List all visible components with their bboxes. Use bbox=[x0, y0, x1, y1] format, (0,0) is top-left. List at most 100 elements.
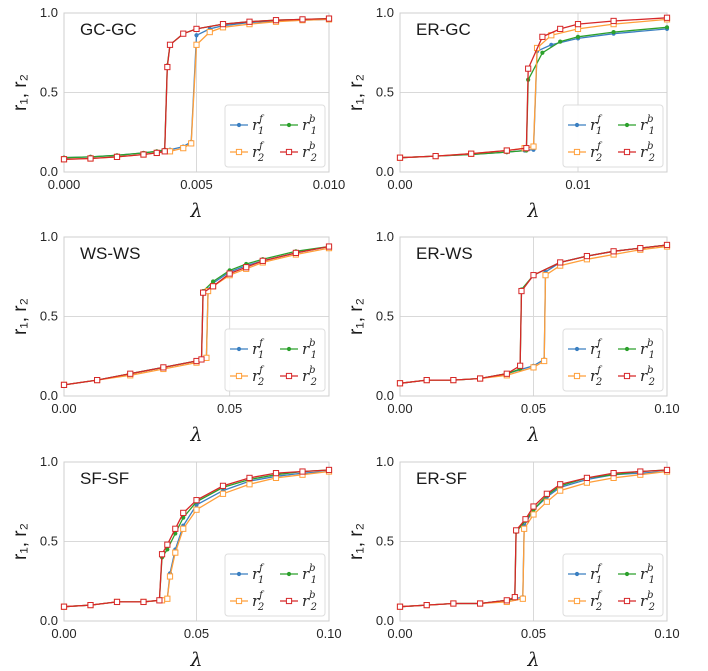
x-tick-label: 0.00 bbox=[51, 626, 76, 641]
data-point bbox=[517, 362, 524, 369]
legend-box bbox=[224, 553, 326, 617]
y-tick-label: 1.0 bbox=[376, 5, 394, 20]
data-point bbox=[523, 145, 530, 152]
data-point bbox=[180, 30, 187, 37]
series-r2b bbox=[60, 15, 333, 163]
legend-marker bbox=[574, 571, 580, 577]
panel-title: ER-WS bbox=[416, 244, 473, 263]
data-point bbox=[193, 41, 200, 48]
data-point bbox=[530, 364, 537, 371]
legend-entry-r2f: rf 2 bbox=[568, 365, 603, 388]
y-tick-label: 1.0 bbox=[376, 454, 394, 469]
y-tick-label: 0.0 bbox=[376, 388, 394, 403]
series-r2b bbox=[396, 241, 671, 387]
data-point bbox=[165, 547, 170, 552]
legend-entry-r1f: rf 1 bbox=[230, 563, 265, 586]
data-point bbox=[663, 466, 671, 474]
data-point bbox=[194, 33, 199, 38]
legend: rf 1 rb 1 rf 2 rb 2 bbox=[224, 553, 326, 617]
x-tick-label: 0.00 bbox=[387, 177, 412, 192]
legend-label: rb 1 bbox=[302, 338, 317, 361]
legend-entry-r2b: rb 2 bbox=[280, 590, 317, 613]
legend-marker bbox=[285, 148, 293, 156]
data-point bbox=[663, 14, 671, 21]
data-point bbox=[158, 551, 166, 558]
y-axis-label: r₁, r₂ bbox=[346, 523, 367, 560]
y-tick-label: 1.0 bbox=[376, 229, 394, 244]
data-point bbox=[180, 509, 187, 516]
data-point bbox=[209, 283, 217, 290]
data-point bbox=[87, 602, 94, 609]
legend-box bbox=[562, 104, 664, 168]
panel-title: WS-WS bbox=[80, 244, 140, 263]
data-point bbox=[246, 481, 253, 488]
legend: rf 1 rb 1 rf 2 rb 2 bbox=[562, 104, 664, 168]
y-tick-label: 0.0 bbox=[376, 164, 394, 179]
data-point bbox=[583, 252, 590, 260]
legend-marker bbox=[235, 597, 243, 605]
legend-marker bbox=[573, 597, 581, 605]
x-tick-label: 0.10 bbox=[316, 626, 341, 641]
data-point bbox=[206, 28, 213, 36]
y-tick-label: 0.0 bbox=[40, 388, 58, 403]
x-axis-label: λ bbox=[526, 649, 539, 671]
data-point bbox=[423, 377, 430, 384]
y-axis-label: r₁, r₂ bbox=[10, 298, 31, 335]
x-tick-label: 0.01 bbox=[565, 177, 590, 192]
legend-marker bbox=[286, 571, 292, 577]
data-point bbox=[610, 17, 617, 25]
data-point bbox=[193, 25, 200, 32]
legend-entry-r2b: rb 2 bbox=[618, 141, 655, 164]
data-point bbox=[432, 153, 439, 160]
x-tick-label: 0.00 bbox=[387, 626, 412, 641]
legend-marker bbox=[235, 148, 243, 156]
legend-label: rb 1 bbox=[302, 563, 317, 586]
data-point bbox=[60, 603, 68, 610]
legend-label: rb 2 bbox=[640, 141, 655, 164]
y-tick-label: 1.0 bbox=[40, 229, 58, 244]
data-point bbox=[530, 272, 537, 279]
data-point bbox=[180, 145, 187, 152]
data-point bbox=[140, 151, 147, 158]
data-point bbox=[173, 531, 178, 536]
data-point bbox=[243, 264, 250, 271]
legend-marker bbox=[236, 122, 242, 128]
legend-marker bbox=[235, 372, 243, 380]
x-tick-label: 0.005 bbox=[180, 177, 213, 192]
data-point bbox=[519, 595, 526, 602]
panel-title: SF-SF bbox=[80, 469, 129, 488]
legend-label: rb 2 bbox=[302, 141, 317, 164]
legend-box bbox=[562, 553, 664, 617]
legend-entry-r1f: rf 1 bbox=[568, 338, 603, 361]
data-point bbox=[87, 155, 94, 162]
legend-entry-r1b: rb 1 bbox=[280, 114, 317, 137]
x-tick-label: 0.05 bbox=[184, 626, 209, 641]
data-point bbox=[325, 15, 333, 22]
data-point bbox=[468, 150, 475, 157]
series-r2b bbox=[60, 243, 333, 388]
legend-entry-r1b: rb 1 bbox=[280, 563, 317, 586]
y-tick-label: 0.5 bbox=[40, 309, 58, 324]
legend-label: rb 1 bbox=[640, 114, 655, 137]
y-axis-label: r₁, r₂ bbox=[10, 523, 31, 560]
data-point bbox=[272, 17, 280, 24]
legend-marker bbox=[574, 346, 580, 352]
data-point bbox=[160, 364, 167, 371]
y-tick-label: 0.5 bbox=[40, 85, 58, 100]
legend: rf 1 rb 1 rf 2 rb 2 bbox=[224, 328, 326, 392]
data-point bbox=[164, 541, 171, 548]
legend: rf 1 rb 1 rf 2 rb 2 bbox=[224, 104, 326, 168]
data-point bbox=[558, 39, 563, 44]
legend-label: rb 1 bbox=[640, 563, 655, 586]
data-point bbox=[60, 156, 68, 163]
y-tick-label: 0.0 bbox=[40, 164, 58, 179]
x-tick-label: 0.05 bbox=[521, 626, 546, 641]
legend-label: rf 1 bbox=[590, 338, 603, 361]
y-tick-label: 0.0 bbox=[376, 613, 394, 628]
legend-entry-r2f: rf 2 bbox=[230, 590, 265, 613]
legend-marker bbox=[623, 597, 631, 605]
data-point bbox=[396, 154, 404, 161]
plot-frame bbox=[63, 461, 330, 622]
data-point bbox=[530, 511, 537, 518]
